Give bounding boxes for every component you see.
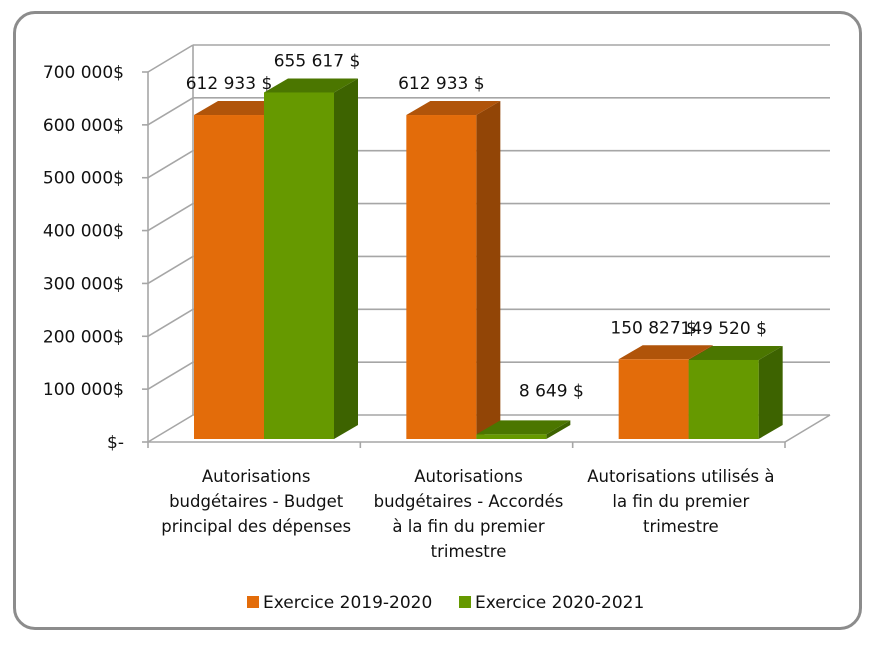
side-gridline xyxy=(147,255,194,285)
bar-side xyxy=(334,78,358,439)
y-tick-label: $- xyxy=(107,433,124,453)
y-tick-label: 500 000$ xyxy=(43,169,124,189)
floor-edge xyxy=(784,414,831,443)
bar xyxy=(688,359,759,439)
side-gridline xyxy=(147,97,194,126)
bar-top xyxy=(264,78,358,93)
bar xyxy=(618,359,689,439)
y-tick-label: 400 000$ xyxy=(43,222,124,242)
category-label: trimestre xyxy=(431,542,507,561)
side-gridline xyxy=(147,150,194,179)
side-gridline xyxy=(147,308,194,337)
data-label: 150 827 $ xyxy=(610,318,697,338)
category-label: Autorisations utilisés à xyxy=(587,467,774,486)
bar-side xyxy=(758,345,783,439)
side-gridline xyxy=(147,202,194,232)
category-label: Autorisations xyxy=(414,467,523,486)
y-tick-label: 600 000$ xyxy=(43,116,124,136)
category-label: la fin du premier xyxy=(612,492,749,511)
category-label: budgétaires - Budget xyxy=(169,492,344,511)
side-gridline xyxy=(147,44,194,73)
y-tick-label: 700 000$ xyxy=(43,63,124,83)
bar-side xyxy=(546,420,571,439)
bar-top xyxy=(476,420,571,435)
bar xyxy=(264,92,334,439)
category-label: budgétaires - Accordés xyxy=(374,492,564,511)
bar xyxy=(194,115,264,440)
category-label: Autorisations xyxy=(202,467,311,486)
bar-side xyxy=(476,101,501,440)
legend-label: Exercice 2019-2020 xyxy=(263,593,432,613)
legend-swatch xyxy=(459,596,471,608)
bar-top xyxy=(406,101,501,116)
y-tick-label: 200 000$ xyxy=(43,327,124,347)
side-gridline xyxy=(147,361,194,390)
legend-label: Exercice 2020-2021 xyxy=(475,593,644,613)
bar xyxy=(406,115,477,440)
bar-top xyxy=(618,345,713,360)
data-label: 8 649 $ xyxy=(519,381,584,401)
legend-swatch xyxy=(247,596,259,608)
data-label: 612 933 $ xyxy=(186,74,273,94)
category-label: à la fin du premier xyxy=(392,517,544,536)
bar-top xyxy=(688,345,783,360)
y-tick-label: 100 000$ xyxy=(43,380,124,400)
side-gridline xyxy=(147,414,194,443)
category-label: trimestre xyxy=(643,517,719,536)
category-label: principal des dépenses xyxy=(161,517,351,536)
data-label: 612 933 $ xyxy=(398,74,485,94)
data-label: 655 617 $ xyxy=(274,51,361,71)
bar xyxy=(476,434,547,439)
data-label: 149 520 $ xyxy=(680,319,767,339)
y-tick-label: 300 000$ xyxy=(43,274,124,294)
